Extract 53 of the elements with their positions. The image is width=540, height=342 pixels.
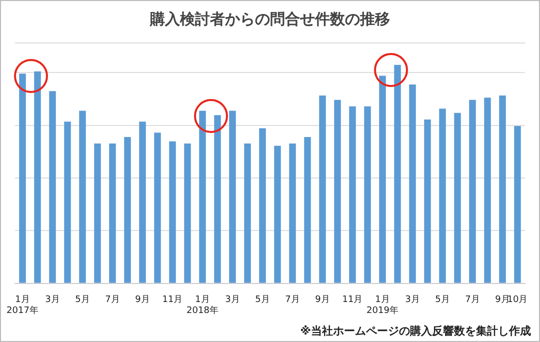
bar bbox=[469, 100, 476, 283]
x-tick-label: 10月 bbox=[507, 295, 528, 306]
bar bbox=[139, 122, 146, 283]
x-tick-label: 5月 bbox=[255, 295, 270, 306]
x-tick-label: 7月 bbox=[105, 295, 120, 306]
bar bbox=[124, 136, 131, 283]
bar bbox=[454, 112, 461, 283]
bar bbox=[184, 144, 191, 283]
bar bbox=[394, 64, 401, 283]
x-tick-label: 3月 bbox=[45, 295, 60, 306]
x-tick-label: 7月 bbox=[465, 295, 480, 306]
bar bbox=[154, 132, 161, 283]
bar bbox=[49, 91, 56, 283]
bar bbox=[274, 146, 281, 283]
bar bbox=[514, 126, 521, 283]
bar bbox=[499, 95, 506, 283]
bar bbox=[34, 71, 41, 283]
bar bbox=[19, 74, 26, 283]
bar bbox=[439, 108, 446, 283]
bar bbox=[109, 144, 116, 283]
bar bbox=[94, 144, 101, 283]
x-tick-label: 7月 bbox=[285, 295, 300, 306]
x-tick-label: 3月 bbox=[405, 295, 420, 306]
bar bbox=[424, 119, 431, 283]
x-tick-label: 1月 2018年 bbox=[186, 295, 218, 316]
bar bbox=[64, 122, 71, 283]
bar bbox=[304, 136, 311, 283]
x-tick-label: 11月 bbox=[162, 295, 183, 306]
bar bbox=[169, 141, 176, 283]
bar bbox=[244, 144, 251, 283]
bar bbox=[79, 110, 86, 283]
x-tick-label: 9月 bbox=[135, 295, 150, 306]
bar bbox=[229, 110, 236, 283]
x-tick-label: 5月 bbox=[435, 295, 450, 306]
x-tick-label: 1月 2017年 bbox=[6, 295, 38, 316]
x-tick-label: 3月 bbox=[225, 295, 240, 306]
x-tick-label: 5月 bbox=[75, 295, 90, 306]
bar bbox=[199, 110, 206, 283]
bar bbox=[334, 100, 341, 283]
x-tick-label: 1月 2019年 bbox=[366, 295, 398, 316]
bar bbox=[409, 84, 416, 283]
text: ※当社ホームページの購入反響数を集計し作成 bbox=[300, 324, 531, 338]
bar bbox=[349, 106, 356, 283]
bar bbox=[379, 76, 386, 283]
chart-title: 購入検討者からの問合せ件数の推移 bbox=[149, 10, 390, 28]
bar bbox=[484, 98, 491, 283]
x-tick-label: 9月 bbox=[315, 295, 330, 306]
bar bbox=[364, 106, 371, 283]
bar bbox=[259, 128, 266, 283]
bar bbox=[289, 144, 296, 283]
bar bbox=[319, 95, 326, 283]
x-tick-label: 11月 bbox=[342, 295, 363, 306]
bar bbox=[214, 115, 221, 283]
